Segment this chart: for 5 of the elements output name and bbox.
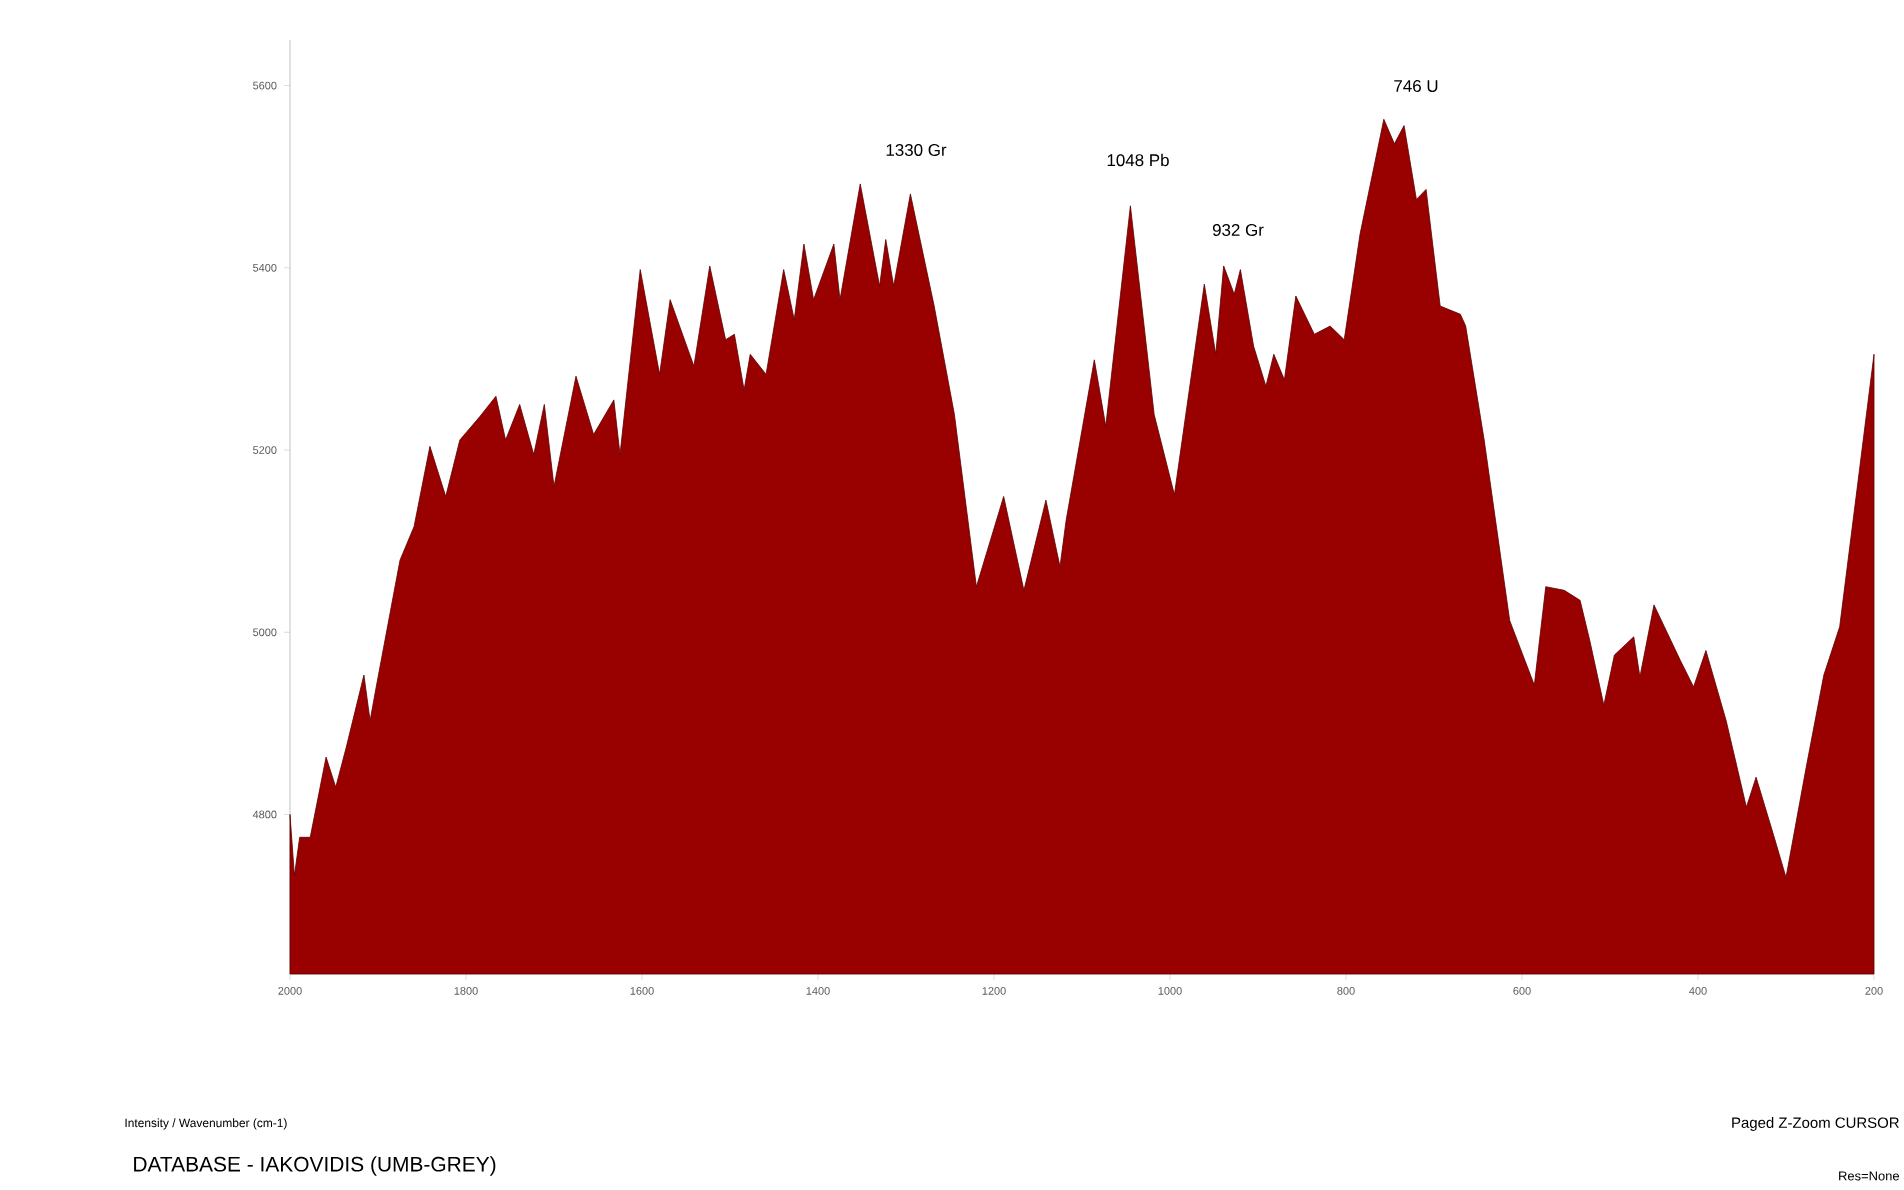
annotation: 1330 Gr xyxy=(886,143,947,156)
text: DATABASE - IAKOVIDIS (UMB-GREY) xyxy=(134,1156,496,1176)
annotation: 932 Gr xyxy=(1212,223,1264,236)
annotation: 1048 Pb xyxy=(1107,153,1169,167)
annotation: 746 U xyxy=(1394,79,1438,92)
